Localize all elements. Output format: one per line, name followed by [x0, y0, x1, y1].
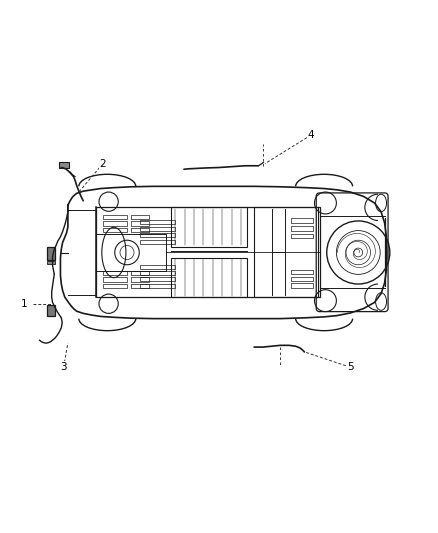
Bar: [140, 240, 175, 244]
Bar: [291, 233, 313, 238]
Bar: [131, 284, 149, 288]
Bar: [103, 284, 127, 288]
Bar: [140, 233, 175, 237]
Bar: [131, 278, 149, 282]
Bar: [140, 220, 175, 223]
Bar: [140, 278, 175, 281]
Bar: [103, 228, 127, 232]
Bar: [47, 261, 55, 264]
Text: 5: 5: [347, 362, 354, 372]
Bar: [59, 162, 69, 168]
Bar: [140, 227, 175, 231]
Bar: [131, 221, 149, 226]
Bar: [171, 207, 247, 247]
Text: 1: 1: [21, 298, 28, 309]
Bar: [131, 215, 149, 219]
Bar: [140, 271, 175, 275]
Bar: [103, 278, 127, 282]
Bar: [291, 277, 313, 281]
Bar: [103, 221, 127, 226]
Bar: [103, 215, 127, 219]
Bar: [291, 226, 313, 231]
Text: 4: 4: [307, 130, 314, 140]
Bar: [131, 271, 149, 275]
Bar: [131, 228, 149, 232]
Bar: [47, 247, 55, 260]
Bar: [291, 270, 313, 274]
Text: 2: 2: [99, 159, 106, 168]
Bar: [291, 219, 313, 223]
Text: 3: 3: [60, 362, 67, 372]
Bar: [96, 207, 320, 297]
Bar: [47, 305, 55, 317]
Bar: [171, 258, 247, 297]
Bar: [103, 271, 127, 275]
Bar: [291, 283, 313, 287]
Bar: [254, 207, 318, 297]
Bar: [140, 265, 175, 269]
Bar: [140, 284, 175, 287]
Bar: [96, 233, 166, 271]
